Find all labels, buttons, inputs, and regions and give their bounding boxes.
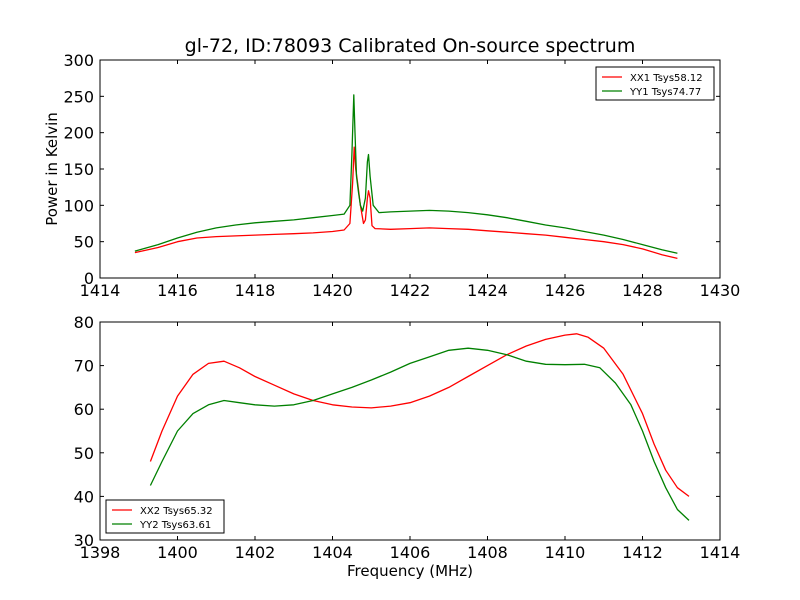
bottom-spectrum-panel: 1398 1400 1402 1404 1406 1408 1410 1412 1414 30 40… (74, 313, 741, 580)
y-tick-label: 250 (63, 87, 94, 106)
y-tick-label: 200 (63, 124, 94, 143)
y-tick-label: 80 (74, 313, 94, 332)
legend-entry: YY1 Tsys74.77 (629, 87, 701, 98)
series-line-2-2 (149, 347, 690, 521)
x-tick-label: 1426 (545, 281, 586, 300)
y-tick-label: 40 (74, 487, 94, 506)
x-tick-label: 1412 (622, 543, 663, 562)
x-tick-label: 1422 (390, 281, 431, 300)
series-line-2-1 (149, 333, 690, 497)
x-tick-label: 1430 (700, 281, 741, 300)
legend: XX2 Tsys65.32 YY2 Tsys63.61 (105, 499, 225, 534)
y-tick-label: 0 (84, 269, 94, 288)
x-tick-label: 1420 (312, 281, 353, 300)
y-tick-label: 100 (63, 196, 94, 215)
x-axis-label: Frequency (MHz) (347, 562, 473, 580)
x-tick-label: 1406 (390, 543, 431, 562)
x-tick-label: 1404 (312, 543, 353, 562)
y-axis-label: Power in Kelvin (43, 112, 61, 226)
x-tick-label: 1416 (157, 281, 198, 300)
series-line-1-2 (134, 94, 678, 254)
x-tick-label: 1402 (235, 543, 276, 562)
y-tick-label: 300 (63, 51, 94, 70)
legend-entry: YY2 Tsys63.61 (139, 520, 211, 531)
legend-box (105, 499, 225, 534)
x-tick-label: 1410 (545, 543, 586, 562)
legend-box (595, 66, 715, 101)
x-tick-label: 1398 (80, 543, 121, 562)
x-tick-label: 1408 (467, 543, 508, 562)
legend-entry: XX1 Tsys58.12 (630, 73, 703, 84)
top-spectrum-panel: 1414 1416 1418 1420 1422 1424 1426 1428 1430 0 50 1… (43, 51, 740, 300)
x-tick-label: 1400 (157, 543, 198, 562)
y-tick-label: 50 (74, 233, 94, 252)
figure-title: gl-72, ID:78093 Calibrated On-source spe… (185, 35, 636, 57)
series-line-1-1 (134, 146, 678, 260)
x-tick-label: 1414 (700, 543, 741, 562)
legend-entry: XX2 Tsys65.32 (140, 506, 213, 517)
x-tick-label: 1418 (235, 281, 276, 300)
x-tick-label: 1428 (622, 281, 663, 300)
y-tick-label: 150 (63, 160, 94, 179)
x-tick-label: 1424 (467, 281, 508, 300)
legend: XX1 Tsys58.12 YY1 Tsys74.77 (595, 66, 715, 101)
y-tick-label: 70 (74, 357, 94, 376)
y-tick-label: 60 (74, 400, 94, 419)
y-tick-label: 30 (74, 531, 94, 550)
y-tick-label: 50 (74, 444, 94, 463)
x-tick-label: 1414 (80, 281, 121, 300)
